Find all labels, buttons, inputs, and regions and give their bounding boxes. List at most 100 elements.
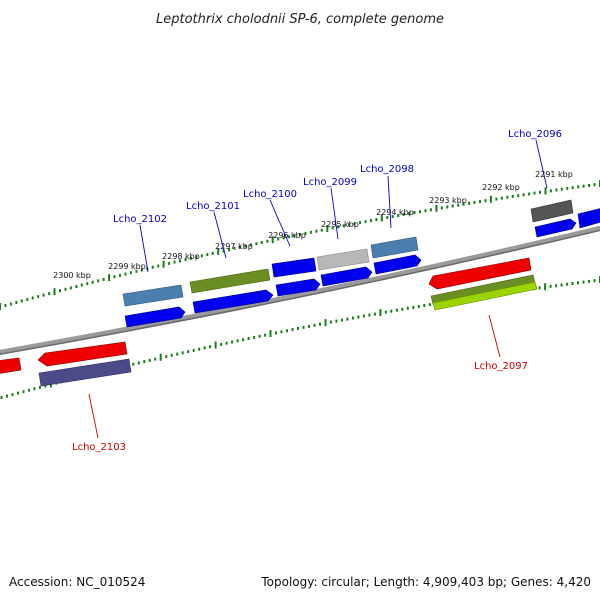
inner-tick-mark (0, 396, 3, 399)
outer-tick-mark (484, 199, 487, 203)
inner-tick-mark (560, 283, 563, 287)
gene-feature-olive-2101 (189, 268, 271, 294)
outer-tick-mark (113, 275, 116, 279)
outer-tick-mark (511, 194, 514, 198)
outer-tick-mark (353, 222, 356, 226)
outer-tick-mark (375, 218, 378, 222)
inner-tick-mark (269, 330, 272, 337)
outer-tick-mark (124, 272, 127, 276)
inner-tick-mark (11, 393, 14, 397)
outer-tick-mark (435, 204, 438, 212)
outer-tick-mark (282, 236, 285, 240)
outer-tick-mark (566, 186, 569, 190)
inner-tick-mark (137, 361, 140, 365)
outer-tick-mark (80, 283, 83, 287)
gene-label-2096[interactable]: Lcho_2096 (508, 129, 562, 140)
gene-feature-steel-2098 (370, 236, 419, 259)
inner-tick-mark (593, 279, 596, 283)
outer-tick-mark (369, 219, 372, 223)
inner-tick-mark (27, 388, 30, 392)
outer-tick-mark (129, 271, 132, 275)
outer-tick-mark (4, 304, 7, 307)
outer-tick-mark (462, 202, 465, 206)
inner-tick-mark (549, 284, 552, 288)
accession-text: Accession: NC_010524 (9, 575, 145, 589)
outer-tick-mark (233, 246, 236, 250)
gene-label-2098[interactable]: Lcho_2098 (360, 164, 414, 175)
outer-tick-mark (211, 251, 214, 255)
outer-tick-mark (53, 288, 56, 296)
inner-tick-mark (38, 385, 41, 389)
cds-arrow-2098 (373, 254, 422, 275)
gene-label-2097[interactable]: Lcho_2097 (474, 361, 528, 372)
inner-tick-mark (275, 331, 277, 335)
outer-tick-mark (271, 236, 274, 244)
genome-backbone (0, 225, 600, 355)
outer-tick-mark (189, 256, 192, 260)
outer-tick-mark (255, 242, 258, 246)
inner-tick-mark (209, 345, 212, 349)
inner-tick-mark (555, 284, 558, 288)
gene-label-2102[interactable]: Lcho_2102 (113, 214, 167, 225)
inner-tick-mark (373, 312, 376, 316)
tick-label-2292: 2292 kbp (482, 183, 520, 192)
outer-tick-mark (288, 235, 291, 239)
outer-tick-mark (206, 253, 209, 257)
outer-tick-mark (413, 211, 416, 215)
inner-tick-mark (44, 384, 47, 388)
outer-tick-mark (560, 187, 563, 191)
gene-feature-steel-2102 (122, 284, 184, 307)
gene-label-2101[interactable]: Lcho_2101 (186, 201, 240, 212)
outer-tick-mark (266, 239, 269, 243)
outer-tick-mark (451, 204, 454, 208)
inner-tick-mark (357, 315, 360, 319)
inner-tick-mark (247, 337, 250, 340)
outer-tick-mark (468, 201, 471, 205)
gene-row-reverse (0, 257, 532, 374)
gene-label-2099[interactable]: Lcho_2099 (303, 177, 357, 188)
outer-tick-mark (140, 268, 143, 272)
outer-tick-mark (184, 258, 187, 262)
inner-tick-mark (588, 279, 590, 283)
outer-tick-mark (337, 225, 340, 229)
genome-backbone-shadow (0, 229, 600, 356)
feature-row-reverse (38, 274, 538, 387)
outer-tick-mark (293, 234, 296, 238)
outer-tick-mark (391, 215, 394, 218)
inner-tick-mark (220, 342, 223, 346)
outer-tick-mark (539, 190, 541, 194)
label-leaders (88, 139, 548, 439)
outer-tick-mark (522, 193, 525, 197)
outer-tick-mark (48, 292, 51, 296)
outer-tick-mark (222, 249, 225, 253)
outer-tick-mark (59, 289, 61, 293)
inner-tick-mark (187, 350, 190, 354)
gene-feature-blue-2100 (271, 257, 317, 278)
gene-label-2100[interactable]: Lcho_2100 (243, 189, 297, 200)
outer-tick-mark (244, 244, 247, 248)
inner-tick-mark (351, 316, 354, 320)
outer-tick-mark (168, 261, 171, 265)
outer-tick-mark (364, 220, 367, 224)
inner-tick-mark (406, 306, 409, 310)
outer-tick-mark (200, 254, 203, 258)
inner-tick-mark (33, 387, 36, 391)
inner-tick-mark (22, 390, 25, 394)
inner-tick-mark (346, 317, 349, 321)
inner-tick-mark (571, 282, 574, 285)
inner-tick-mark (319, 322, 321, 326)
outer-tick-mark (157, 264, 160, 268)
outer-tick-mark (326, 225, 329, 232)
outer-tick-mark (500, 196, 503, 200)
outer-tick-mark (86, 282, 89, 286)
outer-tick-mark (555, 188, 558, 192)
inner-tick-mark (286, 329, 288, 333)
gene-label-2103[interactable]: Lcho_2103 (72, 442, 126, 453)
inner-tick-mark (412, 305, 415, 309)
tick-label-2300: 2300 kbp (53, 271, 91, 280)
outer-tick-mark (544, 187, 547, 195)
outer-tick-mark (588, 184, 591, 187)
inner-tick-mark (544, 283, 547, 291)
inner-tick-mark (313, 323, 316, 327)
